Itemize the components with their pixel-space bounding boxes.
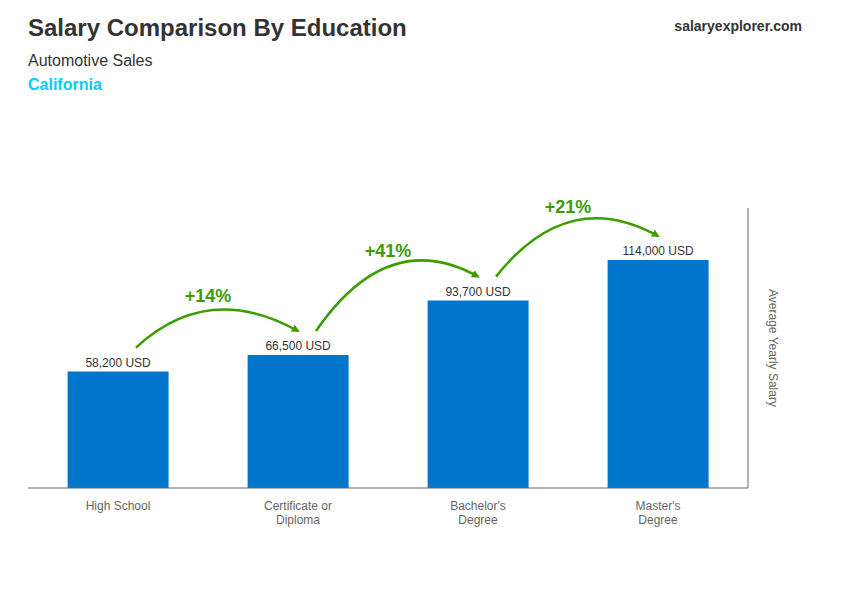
svg-text:58,200 USD: 58,200 USD (85, 356, 151, 370)
html-text:California: California (28, 76, 102, 93)
svg-text:+41%: +41% (365, 241, 412, 261)
svg-text:+14%: +14% (185, 286, 232, 306)
svg-text:93,700 USD: 93,700 USD (445, 285, 511, 299)
svg-text:+21%: +21% (545, 197, 592, 217)
html-text:salaryexplorer.com: salaryexplorer.com (674, 18, 802, 34)
svg-text:Bachelor'sDegree: Bachelor'sDegree (450, 499, 506, 527)
svg-text:66,500 USD: 66,500 USD (265, 339, 331, 353)
svg-text:Average Yearly Salary: Average Yearly Salary (766, 289, 780, 407)
html-text:Salary Comparison By Education: Salary Comparison By Education (28, 14, 407, 41)
svg-text:Master'sDegree: Master'sDegree (636, 499, 681, 527)
html-text:Automotive Sales: Automotive Sales (28, 52, 153, 69)
svg-text:Certificate orDiploma: Certificate orDiploma (264, 499, 332, 527)
svg-text:114,000 USD: 114,000 USD (623, 244, 694, 258)
svg-text:High School: High School (86, 499, 151, 513)
